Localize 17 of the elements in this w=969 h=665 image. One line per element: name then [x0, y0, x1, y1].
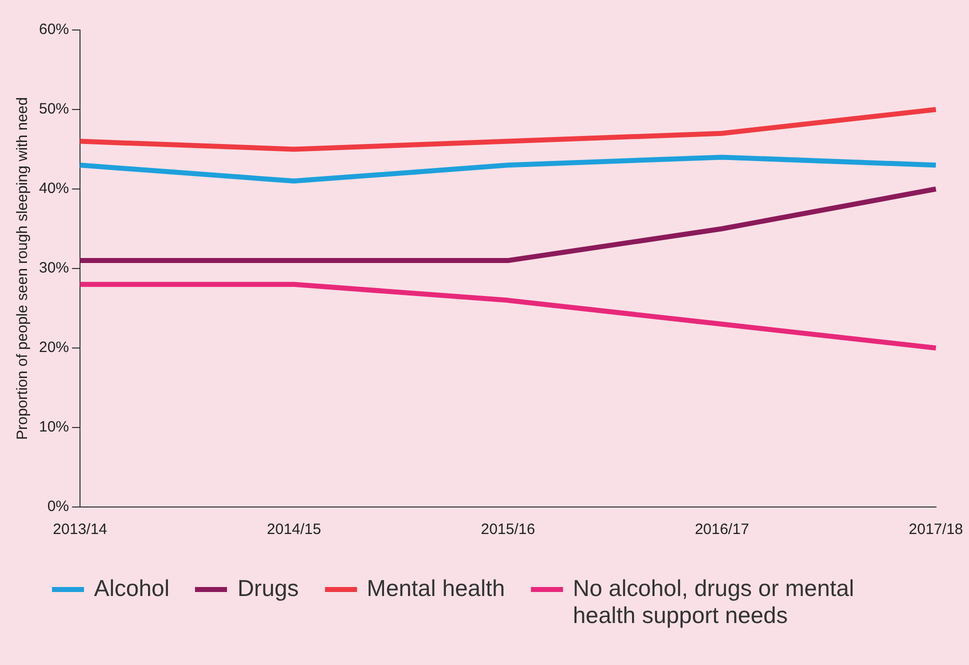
y-tick-label: 20% — [38, 339, 70, 356]
legend-label: Mental health — [366, 575, 505, 602]
x-tick-label: 2017/18 — [908, 521, 964, 538]
y-tick-label: 60% — [38, 21, 70, 38]
x-tick-label: 2015/16 — [480, 521, 536, 538]
y-axis-title: Proportion of people seen rough sleeping with need — [14, 97, 32, 440]
legend-label: Alcohol — [94, 575, 170, 602]
x-tick-label: 2016/17 — [694, 521, 750, 538]
y-tick-label: 50% — [38, 100, 70, 118]
legend-label: Drugs — [237, 575, 299, 602]
legend-label: No alcohol, drugs or mental health support needs — [572, 575, 856, 629]
y-tick-label: 0% — [47, 498, 70, 516]
x-tick-label: 2013/14 — [52, 521, 108, 538]
y-tick-label: 10% — [38, 418, 70, 436]
y-tick-label: 40% — [38, 180, 70, 198]
x-tick-label: 2014/15 — [266, 521, 322, 538]
y-tick-label: 30% — [38, 260, 70, 277]
